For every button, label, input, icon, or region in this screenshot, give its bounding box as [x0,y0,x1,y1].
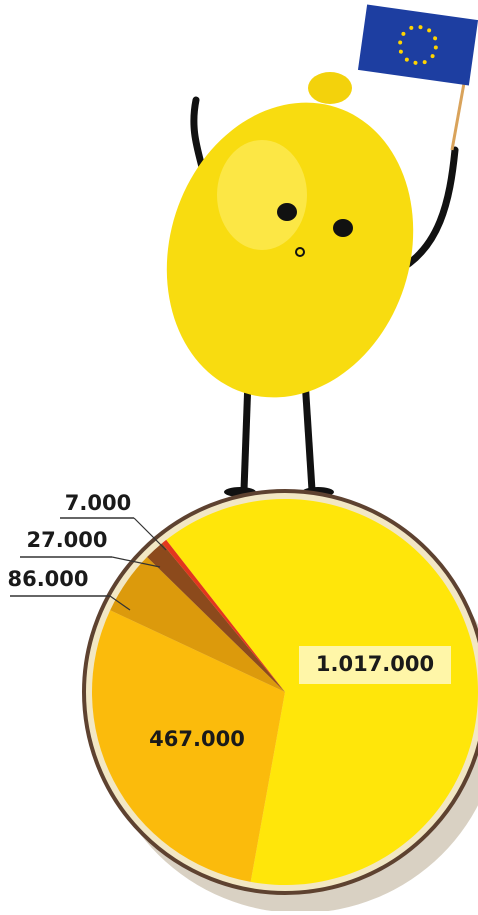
infographic: 1.017.000 467.000 86.000 27.000 7.000 [0,0,478,911]
pie [92,499,478,885]
value-label: 1.017.000 [316,652,434,676]
value-label: 27.000 [26,528,107,552]
value-label: 467.000 [149,727,245,751]
value-label: 7.000 [65,491,131,515]
value-label: 86.000 [7,567,88,591]
lemon-mascot [130,5,478,497]
